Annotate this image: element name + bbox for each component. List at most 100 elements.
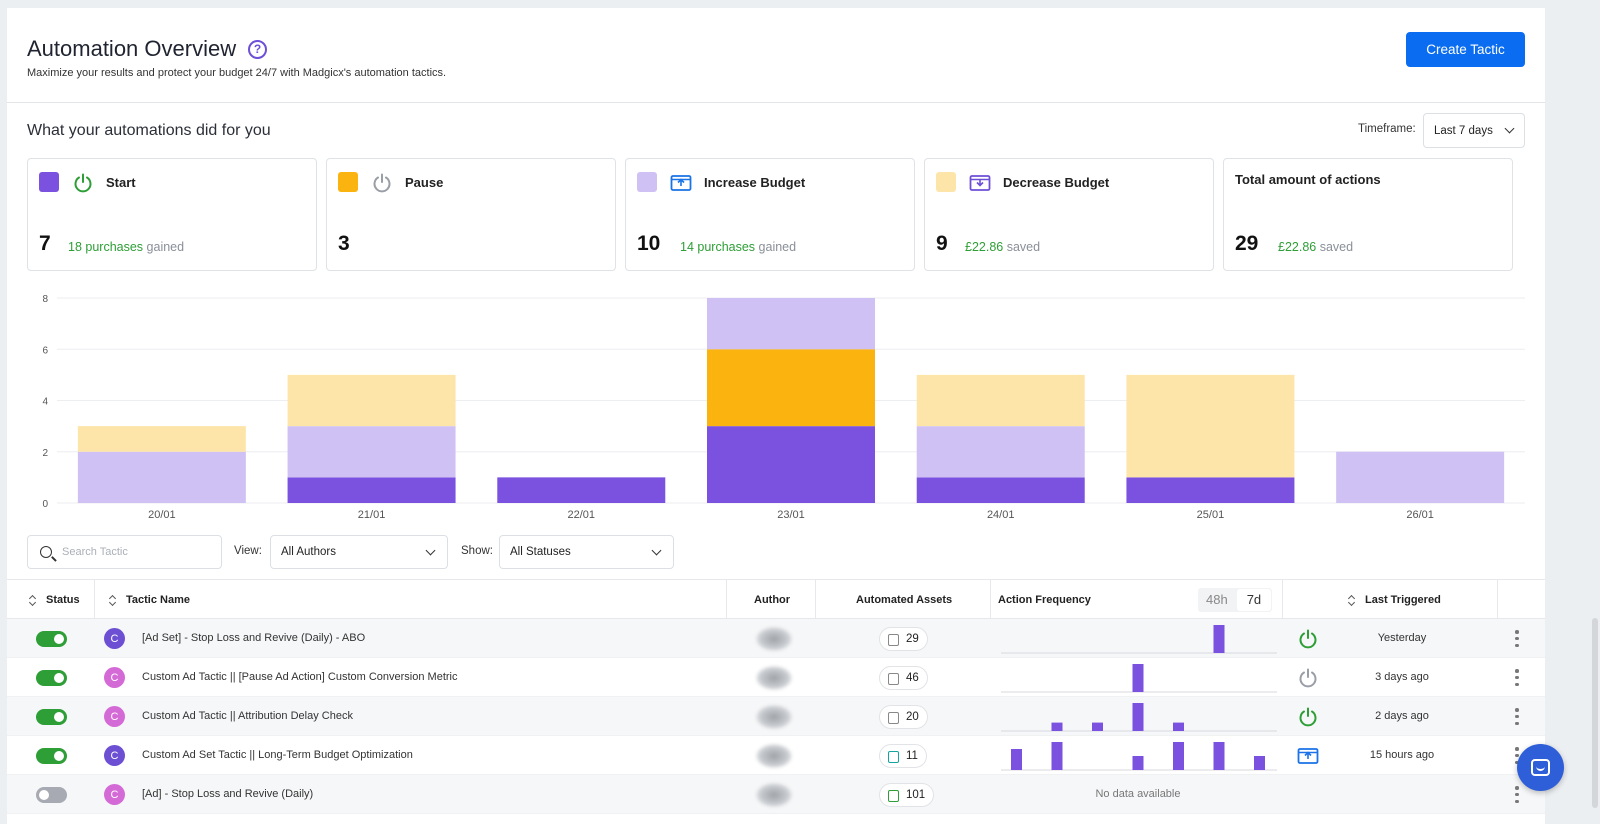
- tactic-name[interactable]: Custom Ad Set Tactic || Long-Term Budget…: [142, 749, 413, 761]
- sort-icon: [109, 595, 116, 606]
- x-tick-label: 25/01: [1197, 509, 1225, 518]
- automated-assets-badge[interactable]: 11: [879, 744, 927, 768]
- table-header: Status Tactic Name Author Automated Asse…: [7, 579, 1545, 620]
- summary-card-increase-budget: Increase Budget 10 14 purchases gained: [625, 158, 915, 271]
- bar-start-24-01[interactable]: [916, 477, 1085, 503]
- bar-pause-23-01[interactable]: [707, 349, 875, 427]
- no-data-text: No data available: [1095, 788, 1181, 800]
- card-note: £22.86 saved: [965, 240, 1041, 254]
- action-frequency-sparkline: [1001, 625, 1277, 654]
- frequency-bar: [1213, 625, 1225, 653]
- status-toggle[interactable]: [36, 748, 67, 764]
- automated-assets-badge[interactable]: 29: [879, 627, 928, 651]
- table-row[interactable]: C [Ad] - Stop Loss and Revive (Daily) 101 N…: [7, 775, 1545, 814]
- power-on-icon: [1297, 628, 1319, 650]
- more-options-icon[interactable]: [1515, 630, 1519, 647]
- frequency-bar: [1051, 722, 1063, 731]
- tactic-name[interactable]: [Ad Set] - Stop Loss and Revive (Daily) …: [142, 632, 366, 644]
- status-toggle[interactable]: [36, 670, 67, 686]
- more-options-icon[interactable]: [1515, 708, 1519, 725]
- card-label: Increase Budget: [704, 175, 806, 190]
- tactic-type-avatar: C: [104, 745, 125, 766]
- action-frequency-sparkline: [1001, 664, 1277, 693]
- author-avatar: [756, 783, 792, 807]
- tactic-name[interactable]: Custom Ad Tactic || [Pause Ad Action] Cu…: [142, 671, 458, 683]
- bar-increase-budget-24-01[interactable]: [916, 426, 1085, 478]
- timeframe-label: Timeframe:: [1358, 123, 1416, 135]
- bar-decrease-budget-24-01[interactable]: [916, 374, 1085, 427]
- frequency-7d-option[interactable]: 7d: [1236, 589, 1272, 611]
- automated-assets-badge[interactable]: 46: [879, 666, 928, 690]
- x-tick-label: 23/01: [777, 509, 805, 518]
- bar-start-25-01[interactable]: [1126, 477, 1295, 503]
- column-last-triggered[interactable]: Last Triggered: [1348, 580, 1441, 620]
- author-filter-select[interactable]: All Authors: [270, 535, 448, 569]
- frequency-bar: [1132, 756, 1144, 770]
- card-value: 29: [1235, 232, 1259, 255]
- tactic-name[interactable]: [Ad] - Stop Loss and Revive (Daily): [142, 788, 314, 800]
- asset-stack-icon: [888, 634, 899, 646]
- status-toggle[interactable]: [36, 709, 67, 725]
- summary-card-start: Start 7 18 purchases gained: [27, 158, 317, 271]
- bar-increase-budget-26-01[interactable]: [1336, 451, 1505, 503]
- frequency-48h-option[interactable]: 48h: [1206, 592, 1228, 607]
- bar-start-22-01[interactable]: [497, 477, 666, 503]
- legend-swatch: [338, 172, 358, 192]
- asset-stack-icon: [888, 751, 899, 763]
- bar-increase-budget-21-01[interactable]: [287, 426, 456, 478]
- sort-icon: [29, 595, 36, 606]
- bar-decrease-budget-21-01[interactable]: [287, 374, 456, 427]
- view-label: View:: [234, 545, 262, 557]
- automated-assets-badge[interactable]: 101: [879, 783, 935, 807]
- tactic-type-avatar: C: [104, 667, 125, 688]
- table-row[interactable]: C [Ad Set] - Stop Loss and Revive (Daily)…: [7, 619, 1545, 658]
- x-tick-label: 20/01: [148, 509, 176, 518]
- chevron-down-icon: [1504, 123, 1515, 134]
- card-label: Start: [106, 175, 136, 190]
- status-toggle[interactable]: [36, 787, 67, 803]
- bar-start-23-01[interactable]: [707, 426, 875, 503]
- legend-swatch: [936, 172, 956, 192]
- x-tick-label: 22/01: [568, 509, 596, 518]
- frequency-bar: [1132, 703, 1144, 731]
- table-row[interactable]: C Custom Ad Tactic || Attribution Delay C…: [7, 697, 1545, 736]
- status-filter-select[interactable]: All Statuses: [499, 535, 674, 569]
- timeframe-select[interactable]: Last 7 days: [1423, 113, 1525, 148]
- x-tick-label: 21/01: [358, 509, 386, 518]
- asset-stack-icon: [888, 712, 899, 724]
- status-toggle[interactable]: [36, 631, 67, 647]
- more-options-icon[interactable]: [1515, 786, 1519, 803]
- help-icon[interactable]: ?: [248, 39, 268, 59]
- author-avatar: [756, 705, 792, 729]
- search-icon: [40, 546, 52, 558]
- tactics-table: Status Tactic Name Author Automated Asse…: [7, 579, 1545, 814]
- table-row[interactable]: C Custom Ad Tactic || [Pause Ad Action] C…: [7, 658, 1545, 697]
- card-note: 14 purchases gained: [680, 240, 797, 254]
- actions-chart: 0 2 4 6 8 20/01 21/01 22/01 23/01 24/01 25/01 26/01: [42, 294, 1525, 518]
- more-options-icon[interactable]: [1515, 669, 1519, 686]
- frequency-bar: [1132, 664, 1144, 692]
- create-tactic-button[interactable]: Create Tactic: [1406, 32, 1525, 67]
- column-status[interactable]: Status: [29, 580, 80, 620]
- card-label: Pause: [405, 175, 444, 190]
- card-note: £22.86 saved: [1278, 240, 1354, 254]
- bar-start-21-01[interactable]: [287, 477, 456, 503]
- summary-title: What your automations did for you: [27, 122, 271, 139]
- tactic-name[interactable]: Custom Ad Tactic || Attribution Delay Ch…: [142, 710, 353, 722]
- frequency-bar: [1092, 722, 1103, 731]
- power-on-icon: [1297, 706, 1319, 728]
- more-options-icon[interactable]: [1515, 747, 1519, 764]
- frequency-bar: [1011, 749, 1022, 770]
- search-input[interactable]: Search Tactic: [27, 535, 222, 569]
- bar-decrease-budget-20-01[interactable]: [77, 426, 246, 452]
- column-tactic-name[interactable]: Tactic Name: [109, 580, 190, 620]
- bar-increase-budget-20-01[interactable]: [77, 451, 246, 503]
- bar-decrease-budget-25-01[interactable]: [1126, 374, 1295, 478]
- bar-increase-budget-23-01[interactable]: [707, 298, 875, 350]
- scrollbar[interactable]: [1592, 618, 1598, 808]
- chat-launcher-button[interactable]: [1517, 744, 1564, 791]
- page-header: Automation Overview ? Maximize your resu…: [7, 8, 1545, 103]
- table-row[interactable]: C Custom Ad Set Tactic || Long-Term Budge…: [7, 736, 1545, 775]
- show-label: Show:: [461, 545, 493, 557]
- automated-assets-badge[interactable]: 20: [879, 705, 928, 729]
